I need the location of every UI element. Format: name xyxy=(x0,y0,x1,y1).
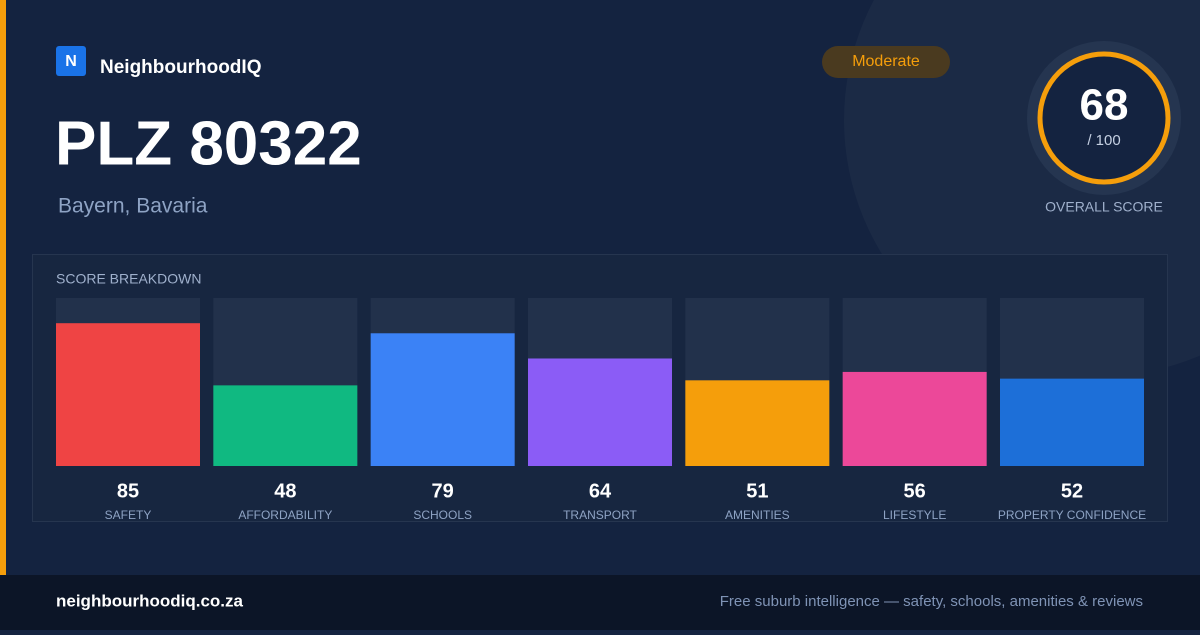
footer-bar xyxy=(0,575,1200,630)
score-value: 68 xyxy=(1080,81,1129,130)
bar xyxy=(685,380,830,466)
category-label: AMENITIES xyxy=(725,508,790,522)
chart-title: SCORE BREAKDOWN xyxy=(56,271,201,287)
score-label: OVERALL SCORE xyxy=(1045,199,1163,215)
footer-tagline: Free suburb intelligence — safety, schoo… xyxy=(720,593,1143,610)
score-max: / 100 xyxy=(1087,132,1120,149)
brand-name: NeighbourhoodIQ xyxy=(100,57,261,78)
category-label: LIFESTYLE xyxy=(883,508,946,522)
value-label: 64 xyxy=(589,480,612,502)
subtitle: Bayern, Bavaria xyxy=(58,195,208,218)
bar xyxy=(842,371,987,466)
value-label: 48 xyxy=(274,480,296,502)
value-label: 85 xyxy=(117,480,139,502)
value-label: 56 xyxy=(904,480,926,502)
footer-site: neighbourhoodiq.co.za xyxy=(56,591,244,610)
value-label: 51 xyxy=(746,480,768,502)
logo xyxy=(56,46,86,76)
value-label: 52 xyxy=(1061,480,1083,502)
bar xyxy=(1000,378,1144,466)
score-ring xyxy=(1037,51,1171,185)
value-label: 79 xyxy=(432,480,454,502)
category-label: AFFORDABILITY xyxy=(238,508,332,522)
accent-stripe xyxy=(0,0,6,575)
badge xyxy=(822,46,950,78)
bar xyxy=(528,358,672,466)
title: PLZ 80322 xyxy=(55,109,362,178)
category-label: TRANSPORT xyxy=(563,508,637,522)
logo-letter: N xyxy=(65,53,77,70)
bar xyxy=(56,323,200,466)
bar xyxy=(370,333,515,466)
bar xyxy=(213,385,358,466)
category-label: PROPERTY CONFIDENCE xyxy=(998,508,1146,522)
badge-text: Moderate xyxy=(852,53,920,70)
category-label: SCHOOLS xyxy=(413,508,472,522)
category-label: SAFETY xyxy=(105,508,152,522)
